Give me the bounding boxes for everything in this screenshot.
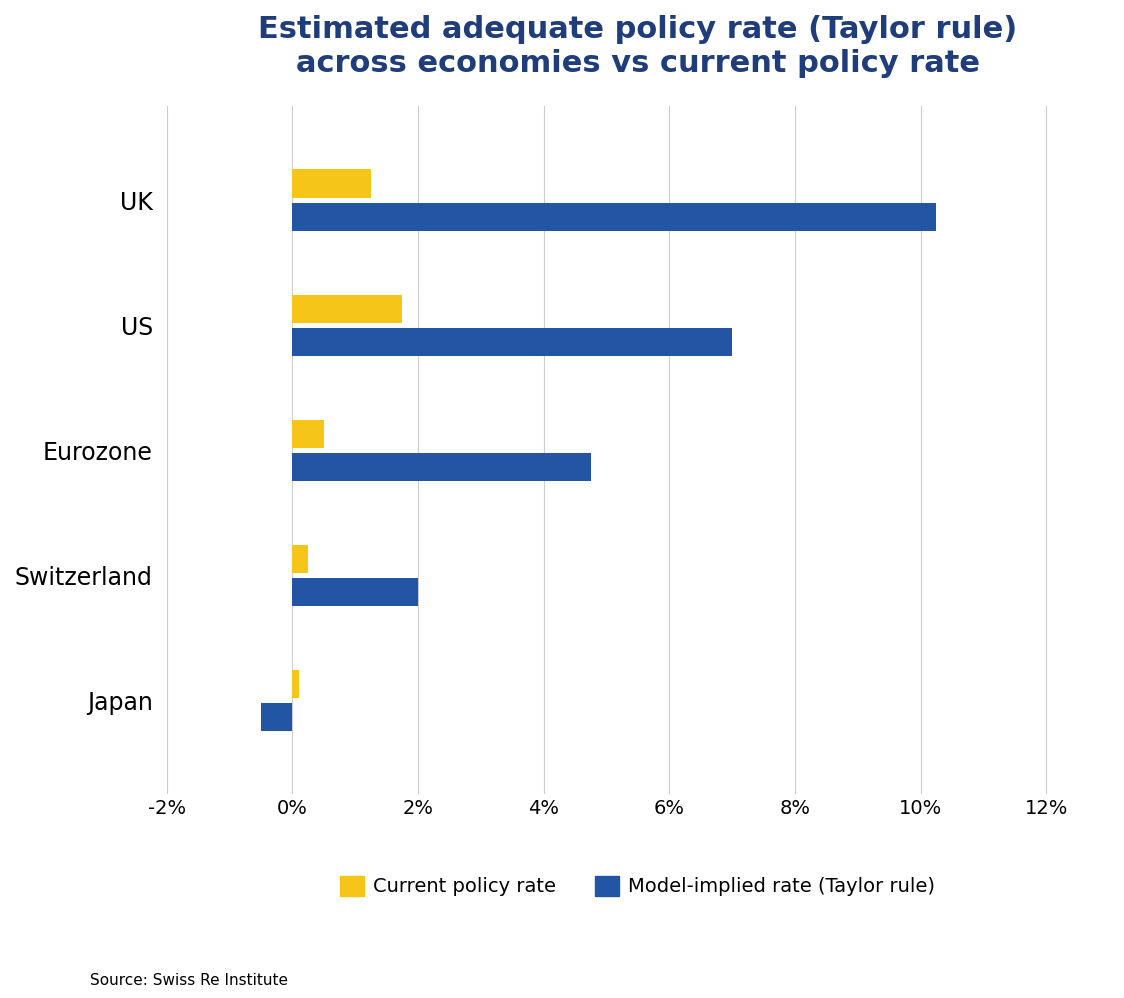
Bar	[261, 703, 292, 732]
Bar	[292, 170, 371, 198]
Legend: Current policy rate, Model-implied rate (Taylor rule): Current policy rate, Model-implied rate …	[330, 866, 945, 906]
Bar	[292, 294, 402, 322]
Bar	[292, 419, 324, 448]
Bar	[292, 203, 936, 231]
Bar	[292, 327, 732, 356]
Bar	[292, 670, 299, 698]
Text: Source: Swiss Re Institute: Source: Swiss Re Institute	[90, 973, 288, 988]
Bar	[292, 545, 308, 573]
Bar	[292, 578, 418, 606]
Title: Estimated adequate policy rate (Taylor rule)
across economies vs current policy : Estimated adequate policy rate (Taylor r…	[259, 15, 1017, 78]
Bar	[292, 453, 591, 481]
